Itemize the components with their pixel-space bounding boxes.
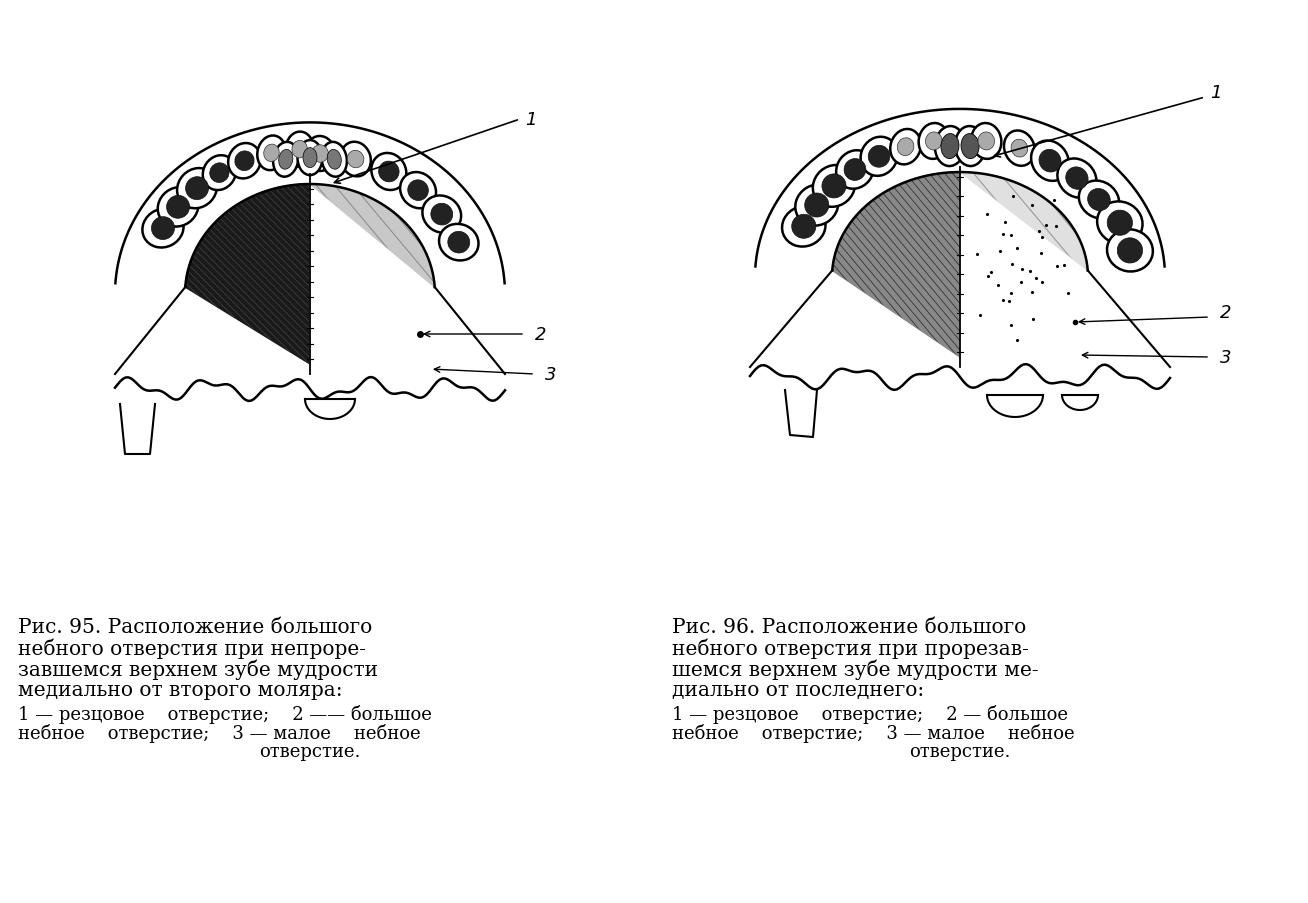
Text: 3: 3: [1220, 349, 1232, 367]
Ellipse shape: [273, 143, 298, 178]
Text: 3: 3: [545, 366, 556, 384]
Ellipse shape: [378, 162, 399, 182]
Ellipse shape: [869, 146, 889, 168]
Ellipse shape: [177, 169, 217, 209]
Polygon shape: [960, 172, 1088, 358]
Ellipse shape: [836, 151, 874, 190]
Polygon shape: [832, 172, 960, 358]
Text: небного отверстия при прорезав-: небного отверстия при прорезав-: [672, 638, 1029, 659]
Ellipse shape: [400, 172, 436, 209]
Ellipse shape: [408, 181, 428, 201]
Ellipse shape: [1107, 230, 1152, 272]
Text: небное    отверстие;    3 — малое    небное: небное отверстие; 3 — малое небное: [18, 723, 421, 742]
Ellipse shape: [1039, 150, 1061, 172]
Text: 1 — резцовое    отверстие;    2 —— большое: 1 — резцовое отверстие; 2 —— большое: [18, 704, 432, 723]
Ellipse shape: [297, 141, 323, 176]
Polygon shape: [310, 185, 434, 365]
Ellipse shape: [812, 166, 855, 208]
Ellipse shape: [1066, 168, 1088, 190]
Ellipse shape: [782, 207, 825, 247]
Ellipse shape: [918, 124, 948, 160]
Ellipse shape: [166, 196, 190, 219]
Text: завшемся верхнем зубе мудрости: завшемся верхнем зубе мудрости: [18, 659, 378, 680]
Ellipse shape: [340, 143, 371, 177]
Ellipse shape: [1005, 131, 1035, 166]
Text: небное    отверстие;    3 — малое    небное: небное отверстие; 3 — малое небное: [672, 723, 1075, 742]
Ellipse shape: [1097, 202, 1143, 245]
Ellipse shape: [285, 133, 314, 167]
Text: небного отверстия при непроре-: небного отверстия при непроре-: [18, 638, 366, 659]
Ellipse shape: [305, 137, 335, 172]
Ellipse shape: [322, 143, 347, 178]
Ellipse shape: [209, 163, 229, 183]
Text: 2: 2: [1220, 303, 1232, 321]
Text: 1: 1: [525, 111, 536, 129]
Text: отверстие.: отверстие.: [259, 742, 361, 760]
Text: 2: 2: [535, 326, 547, 344]
Ellipse shape: [264, 145, 279, 163]
Ellipse shape: [955, 127, 985, 167]
Ellipse shape: [303, 148, 317, 169]
Ellipse shape: [844, 160, 866, 182]
Ellipse shape: [430, 204, 453, 226]
Text: Рис. 96. Расположение большого: Рис. 96. Расположение большого: [672, 618, 1027, 637]
Ellipse shape: [158, 188, 199, 228]
Ellipse shape: [978, 133, 994, 151]
Polygon shape: [186, 185, 310, 365]
Ellipse shape: [235, 152, 254, 172]
Ellipse shape: [795, 185, 838, 227]
Ellipse shape: [422, 196, 462, 234]
Text: медиально от второго моляра:: медиально от второго моляра:: [18, 680, 343, 699]
Ellipse shape: [972, 124, 1002, 160]
Ellipse shape: [1107, 211, 1133, 236]
Ellipse shape: [897, 138, 914, 156]
Ellipse shape: [258, 136, 285, 171]
Ellipse shape: [143, 209, 183, 248]
Ellipse shape: [203, 156, 235, 191]
Ellipse shape: [279, 150, 293, 170]
Ellipse shape: [861, 137, 897, 177]
Ellipse shape: [292, 141, 307, 159]
Ellipse shape: [1079, 182, 1120, 219]
Ellipse shape: [228, 144, 260, 179]
Ellipse shape: [327, 150, 341, 170]
Ellipse shape: [1011, 140, 1028, 158]
Text: диально от последнего:: диально от последнего:: [672, 680, 925, 699]
Ellipse shape: [439, 225, 479, 261]
Ellipse shape: [1057, 159, 1096, 199]
Text: шемся верхнем зубе мудрости ме-: шемся верхнем зубе мудрости ме-: [672, 659, 1039, 680]
Ellipse shape: [371, 154, 407, 191]
Text: Рис. 95. Расположение большого: Рис. 95. Расположение большого: [18, 618, 373, 637]
Ellipse shape: [447, 232, 470, 254]
Ellipse shape: [940, 135, 959, 159]
Text: отверстие.: отверстие.: [909, 742, 1011, 760]
Ellipse shape: [1117, 238, 1143, 264]
Ellipse shape: [311, 145, 328, 163]
Ellipse shape: [1088, 190, 1110, 211]
Ellipse shape: [804, 194, 829, 218]
Ellipse shape: [152, 218, 174, 240]
Text: 1 — резцовое    отверстие;    2 — большое: 1 — резцовое отверстие; 2 — большое: [672, 704, 1069, 723]
Ellipse shape: [926, 133, 942, 151]
Ellipse shape: [821, 174, 846, 199]
Ellipse shape: [348, 151, 364, 169]
Ellipse shape: [935, 127, 965, 167]
Text: 1: 1: [1210, 84, 1222, 102]
Ellipse shape: [891, 130, 921, 165]
Ellipse shape: [791, 215, 816, 239]
Ellipse shape: [961, 135, 980, 159]
Ellipse shape: [186, 178, 208, 200]
Ellipse shape: [1031, 142, 1069, 182]
